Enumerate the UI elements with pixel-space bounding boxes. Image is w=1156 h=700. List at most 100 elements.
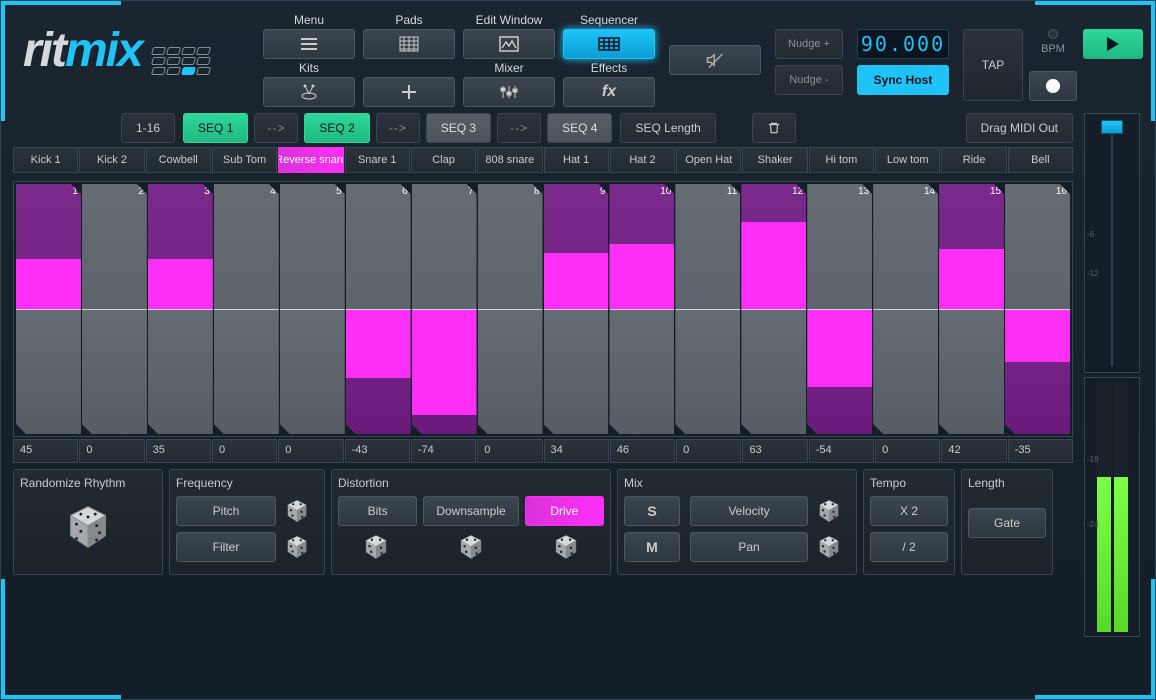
pitch-dice[interactable] [282,496,312,526]
swing-6[interactable]: -43 [345,439,410,463]
track-ride[interactable]: Ride [941,147,1006,173]
menu-menu-button[interactable] [263,29,355,59]
nudge-minus-button[interactable]: Nudge - [775,65,843,95]
track-hat-2[interactable]: Hat 2 [610,147,675,173]
menu-kits-button[interactable] [263,77,355,107]
track-sub-tom[interactable]: Sub Tom [212,147,277,173]
track-bell[interactable]: Bell [1008,147,1073,173]
tempo-div2-button[interactable]: / 2 [870,532,948,562]
menu-fx-button[interactable]: fx [563,77,655,107]
swing-5[interactable]: 0 [278,439,343,463]
swing-16[interactable]: -35 [1008,439,1073,463]
swing-2[interactable]: 0 [79,439,144,463]
swing-13[interactable]: -54 [809,439,874,463]
bpm-label: BPM [1041,43,1065,55]
track-hat-1[interactable]: Hat 1 [544,147,609,173]
swing-10[interactable]: 46 [610,439,675,463]
track-low-tom[interactable]: Low tom [875,147,940,173]
filter-button[interactable]: Filter [176,532,276,562]
step-12[interactable]: 12 [741,184,806,434]
swing-7[interactable]: -74 [411,439,476,463]
pitch-button[interactable]: Pitch [176,496,276,526]
step-13[interactable]: 13 [807,184,872,434]
seq-2-button[interactable]: SEQ 2 [304,113,369,143]
gate-button[interactable]: Gate [968,508,1046,538]
step-2[interactable]: 2 [82,184,147,434]
track-shaker[interactable]: Shaker [742,147,807,173]
randomize-dice-button[interactable] [63,502,113,552]
downsample-button[interactable]: Downsample [423,496,518,526]
drag-midi-button[interactable]: Drag MIDI Out [966,113,1073,143]
step-6[interactable]: 6 [346,184,411,434]
swing-1[interactable]: 45 [13,439,78,463]
track-snare-1[interactable]: Snare 1 [345,147,410,173]
filter-dice[interactable] [282,532,312,562]
swing-4[interactable]: 0 [212,439,277,463]
drive-button[interactable]: Drive [525,496,604,526]
seq-4-button[interactable]: SEQ 4 [547,113,612,143]
step-8[interactable]: 8 [478,184,543,434]
volume-slider[interactable]: -6 -12 [1084,113,1140,373]
menu-plus-button[interactable] [363,77,455,107]
menu-mixer-button[interactable] [463,77,555,107]
step-16[interactable]: 16 [1005,184,1070,434]
swing-3[interactable]: 35 [146,439,211,463]
step-3[interactable]: 3 [148,184,213,434]
swing-9[interactable]: 34 [544,439,609,463]
track-kick-1[interactable]: Kick 1 [13,147,78,173]
step-11[interactable]: 11 [675,184,740,434]
pan-button[interactable]: Pan [690,532,808,562]
solo-button[interactable]: S [624,496,680,526]
mute-button[interactable] [669,45,761,75]
step-10[interactable]: 10 [609,184,674,434]
track-hi-tom[interactable]: Hi tom [809,147,874,173]
logo-text-2: mix [65,24,142,77]
seq-length-button[interactable]: SEQ Length [620,113,715,143]
record-button[interactable] [1029,71,1077,101]
swing-12[interactable]: 63 [742,439,807,463]
seq-1-button[interactable]: SEQ 1 [183,113,248,143]
downsample-dice[interactable] [456,532,486,562]
track-808-snare[interactable]: 808 snare [477,147,542,173]
menu-label: Sequencer [580,13,638,27]
tap-button[interactable]: TAP [963,29,1023,101]
tempo-x2-button[interactable]: X 2 [870,496,948,526]
swing-11[interactable]: 0 [676,439,741,463]
play-button[interactable] [1083,29,1143,59]
step-4[interactable]: 4 [214,184,279,434]
track-kick-2[interactable]: Kick 2 [79,147,144,173]
mute-track-button[interactable]: M [624,532,680,562]
step-7[interactable]: 7 [412,184,477,434]
swing-15[interactable]: 42 [941,439,1006,463]
track-clap[interactable]: Clap [411,147,476,173]
velocity-button[interactable]: Velocity [690,496,808,526]
step-5[interactable]: 5 [280,184,345,434]
range-button[interactable]: 1-16 [121,113,175,143]
sync-host-button[interactable]: Sync Host [857,65,949,95]
track-cowbell[interactable]: Cowbell [146,147,211,173]
menu-pads-button[interactable] [363,29,455,59]
step-1[interactable]: 1 [16,184,81,434]
seq-arrow-button[interactable]: --> [497,113,541,143]
slider-thumb[interactable] [1101,120,1123,134]
nudge-plus-button[interactable]: Nudge + [775,29,843,59]
bits-button[interactable]: Bits [338,496,417,526]
swing-14[interactable]: 0 [875,439,940,463]
menu-edit-button[interactable] [463,29,555,59]
pan-dice[interactable] [814,532,844,562]
seq-arrow-button[interactable]: --> [254,113,298,143]
bits-dice[interactable] [361,532,391,562]
step-15[interactable]: 15 [939,184,1004,434]
bpm-display[interactable]: 90.000 [857,29,949,59]
step-9[interactable]: 9 [544,184,609,434]
trash-button[interactable] [752,113,796,143]
menu-sequencer-button[interactable] [563,29,655,59]
track-reverse-snare[interactable]: Reverse snare [278,147,343,173]
swing-8[interactable]: 0 [477,439,542,463]
step-14[interactable]: 14 [873,184,938,434]
seq-arrow-button[interactable]: --> [376,113,420,143]
velocity-dice[interactable] [814,496,844,526]
seq-3-button[interactable]: SEQ 3 [426,113,491,143]
drive-dice[interactable] [551,532,581,562]
track-open-hat[interactable]: Open Hat [676,147,741,173]
